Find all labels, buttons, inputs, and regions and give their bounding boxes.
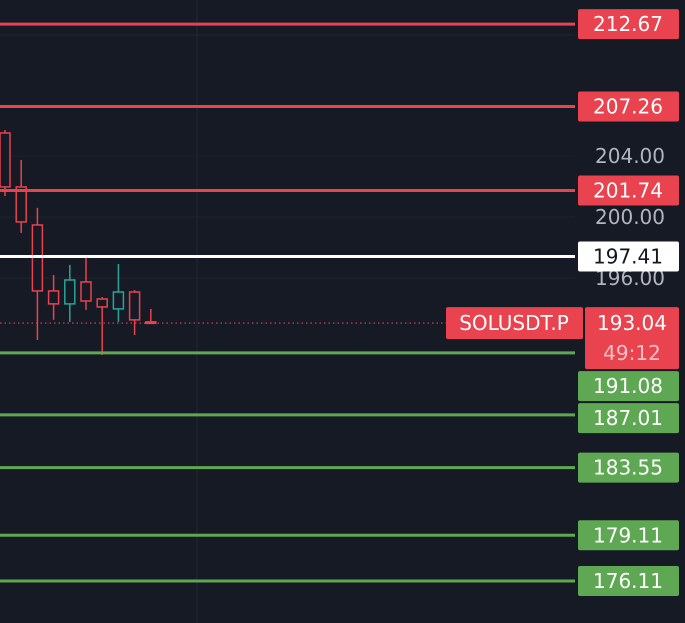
candle-body	[0, 132, 11, 188]
price-box	[585, 307, 679, 370]
candle-body	[47, 290, 60, 305]
last-price-label: 193.04	[597, 311, 667, 335]
level-box	[578, 403, 679, 434]
level-label: 201.74	[593, 179, 663, 203]
y-tick-label: 200.00	[595, 205, 665, 229]
level-box	[578, 241, 679, 272]
candle-body	[112, 291, 125, 310]
level-label: 187.01	[593, 406, 663, 430]
level-label: 183.55	[593, 456, 663, 480]
level-label: 197.41	[593, 245, 663, 269]
level-box	[578, 175, 679, 206]
countdown-label: 49:12	[603, 341, 661, 365]
candle-body	[80, 281, 92, 302]
y-tick-label: 204.00	[595, 144, 665, 168]
level-box	[578, 371, 679, 402]
symbol-box	[446, 307, 583, 340]
level-label: 191.08	[593, 374, 663, 398]
level-box	[578, 520, 679, 551]
candle-body	[64, 279, 76, 305]
level-label: 176.11	[593, 569, 663, 593]
level-box	[578, 91, 679, 122]
candle-body	[96, 298, 108, 308]
symbol-label: SOLUSDT.P	[459, 311, 569, 335]
candle-body	[145, 321, 157, 325]
level-label: 207.26	[593, 94, 663, 118]
level-label: 212.67	[593, 12, 663, 36]
level-box	[578, 9, 679, 40]
candle-body	[128, 291, 141, 321]
level-box	[578, 452, 679, 483]
level-label: 179.11	[593, 523, 663, 547]
candle-body	[15, 186, 27, 223]
level-box	[578, 565, 679, 596]
